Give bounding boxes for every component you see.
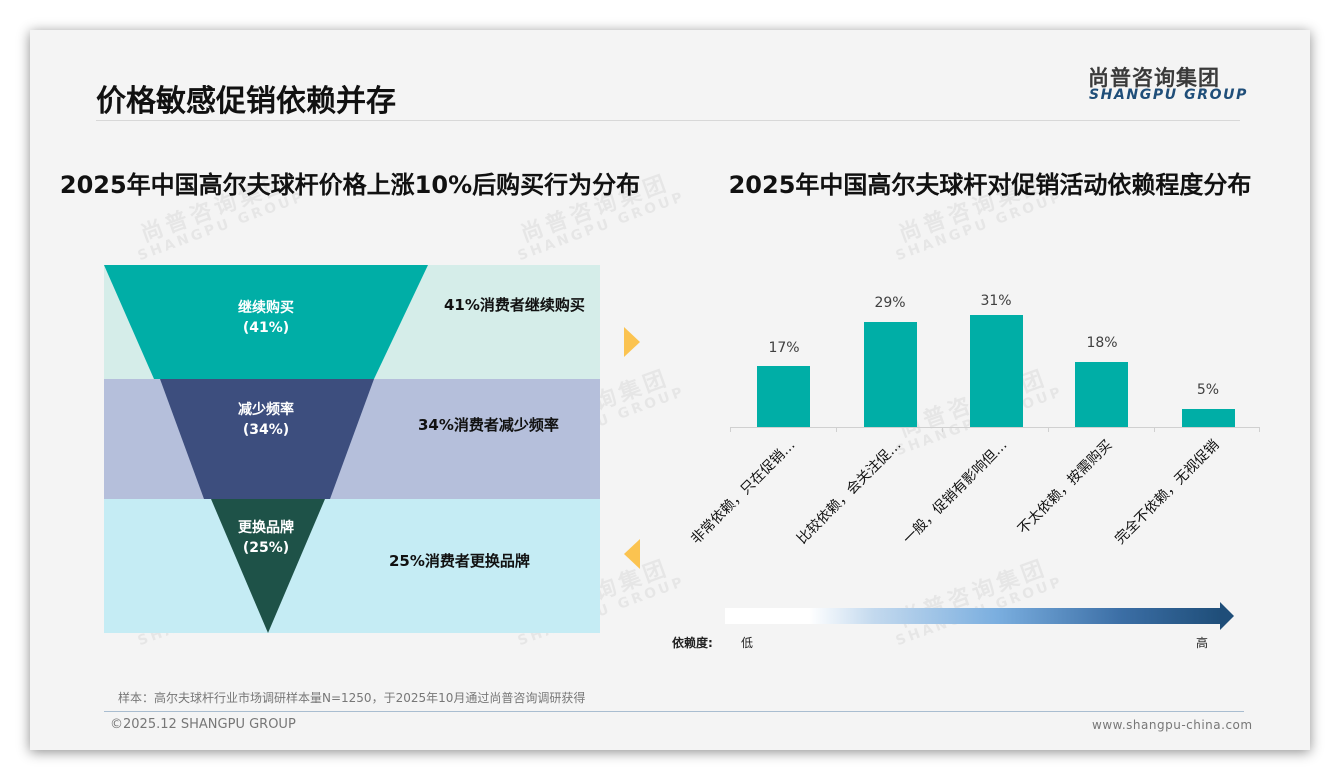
x-axis-category-label: 不太依赖，按需购买 — [1015, 437, 1116, 538]
funnel-band-3 — [104, 499, 600, 633]
bar-item — [1182, 409, 1235, 427]
website-link[interactable]: www.shangpu-china.com — [1092, 718, 1253, 732]
x-axis-category-label: 完全不依赖，无视促销 — [1112, 437, 1223, 548]
funnel-band-description: 41%消费者继续购买 — [444, 296, 585, 314]
bar-chart: 17% 29% 31% 18% 5% 非常依赖，只在促销… 比较依赖，会关注促…… — [688, 285, 1260, 585]
x-axis-tick — [942, 427, 943, 432]
bar-value: 29% — [874, 295, 906, 311]
x-axis-tick — [1259, 427, 1260, 432]
bar-item — [1075, 362, 1128, 427]
funnel-segment-label: 继续购买 (41%) — [238, 300, 294, 336]
arrow-left-icon — [624, 539, 640, 569]
dependency-high-label: 高 — [1196, 636, 1209, 650]
slide: 尚普咨询集团 SHANGPU GROUP 尚普咨询集团 SHANGPU GROUP … — [30, 30, 1310, 750]
dependency-gradient-bar — [725, 608, 1221, 624]
bar-value: 18% — [1086, 335, 1118, 351]
funnel-segment-3 — [211, 499, 325, 633]
arrow-right-icon — [624, 327, 640, 357]
logo-cn: 尚普咨询集团 — [1088, 66, 1220, 90]
funnel-chart: 继续购买 (41%) 减少频率 (34%) 更换品牌 (25%) 41%消费者继… — [104, 265, 600, 635]
x-axis-tick — [730, 427, 731, 432]
footer-divider — [104, 711, 1244, 712]
funnel-shape — [104, 265, 428, 633]
title-divider — [96, 120, 1240, 121]
funnel-segment-label: 更换品牌 (25%) — [238, 520, 294, 556]
x-axis-tick — [1154, 427, 1155, 432]
bar-chart-title: 2025年中国高尔夫球杆对促销活动依赖程度分布 — [728, 171, 1252, 199]
bar-item — [970, 315, 1023, 427]
funnel-segment-1 — [104, 265, 428, 379]
funnel-band-description: 34%消费者减少频率 — [418, 416, 559, 434]
bar-value: 5% — [1196, 382, 1220, 398]
funnel-band-description: 25%消费者更换品牌 — [389, 552, 530, 570]
bar-value: 31% — [980, 293, 1012, 309]
bar-value: 17% — [768, 340, 800, 356]
dependency-label: 依赖度: — [672, 636, 713, 650]
funnel-segment-label: 减少频率 (34%) — [238, 402, 294, 438]
funnel-segment-2 — [160, 379, 374, 499]
x-axis-category-label: 比较依赖，会关注促… — [794, 437, 905, 548]
x-axis-tick — [836, 427, 837, 432]
bar-item — [757, 366, 810, 427]
x-axis-category-label: 非常依赖，只在促销… — [688, 437, 799, 548]
x-axis-tick — [1048, 427, 1049, 432]
funnel-chart-title: 2025年中国高尔夫球杆价格上涨10%后购买行为分布 — [59, 171, 641, 199]
logo-en: SHANGPU GROUP — [1089, 87, 1248, 103]
arrow-head-icon — [1220, 602, 1234, 630]
bar-item — [864, 322, 917, 427]
sample-note: 样本：高尔夫球杆行业市场调研样本量N=1250，于2025年10月通过尚普咨询调… — [118, 691, 586, 705]
page-title: 价格敏感促销依赖并存 — [96, 84, 396, 119]
dependency-low-label: 低 — [741, 636, 754, 650]
x-axis — [730, 427, 1260, 428]
copyright: ©2025.12 SHANGPU GROUP — [110, 717, 296, 732]
x-axis-category-label: 一般，促销有影响但… — [900, 437, 1011, 548]
